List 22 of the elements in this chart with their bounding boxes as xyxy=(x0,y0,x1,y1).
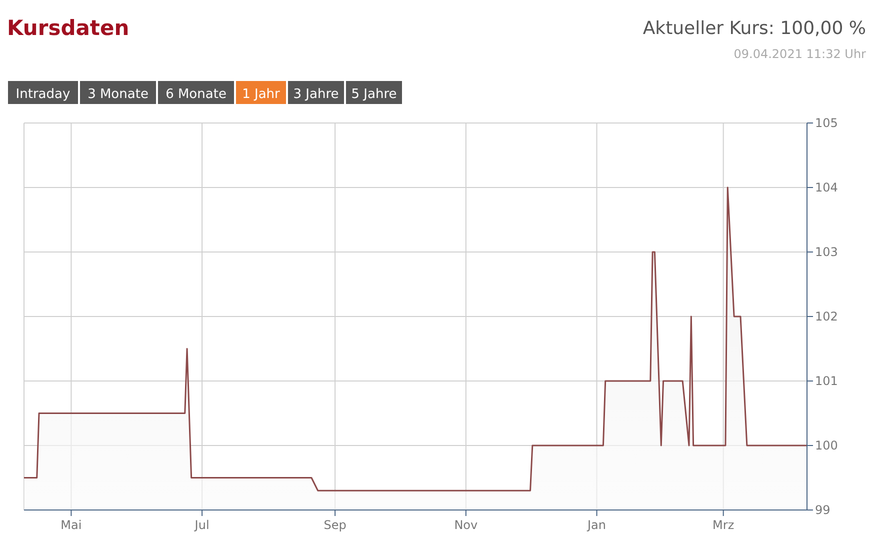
range-button: 3 Monate xyxy=(80,81,156,104)
text: 09.04.2021 11:32 Uhr xyxy=(734,47,866,61)
y-tick-label: 99 xyxy=(815,503,830,517)
x-tick-label: Mai xyxy=(60,518,82,532)
x-tick-label: Jul xyxy=(194,518,210,532)
text: Aktueller Kurs: 100,00 % xyxy=(642,18,866,39)
y-tick-label: 102 xyxy=(815,310,838,324)
y-tick-label: 104 xyxy=(815,180,838,194)
y-tick-label: 105 xyxy=(815,116,838,130)
chart-title: Kursdaten xyxy=(7,16,130,40)
range-button: 6 Monate xyxy=(158,81,234,104)
x-tick-label: Sep xyxy=(324,518,346,532)
range-button: 5 Jahre xyxy=(346,81,402,104)
range-button: Intraday xyxy=(8,81,78,104)
y-tick-label: 103 xyxy=(815,245,838,259)
y-tick-label: 101 xyxy=(815,374,838,388)
y-tick-label: 100 xyxy=(815,438,838,452)
x-tick-label: Nov xyxy=(454,518,478,532)
range-button: 3 Jahre xyxy=(288,81,344,104)
range-button: 1 Jahr xyxy=(236,81,286,104)
x-tick-label: Jan xyxy=(586,518,606,532)
x-tick-label: Mrz xyxy=(712,518,734,532)
